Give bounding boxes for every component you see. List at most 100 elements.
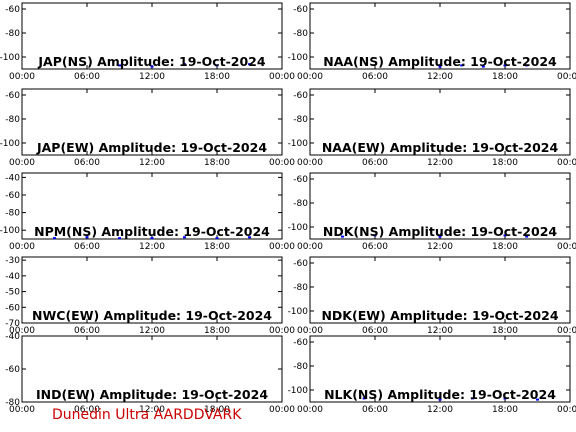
y-tick-label: -100 [0,139,20,149]
y-tick-label: -100 [288,307,309,317]
x-tick-label: 12:00 [427,158,453,168]
x-tick-label: 18:00 [492,326,518,336]
panel-title: NDK(NS) Amplitude: 19-Oct-2024 [323,224,558,239]
data-point [118,237,121,240]
data-point [183,63,186,66]
panel-title: IND(EW) Amplitude: 19-Oct-2024 [36,387,268,402]
data-point [150,237,154,240]
x-tick-label: 18:00 [492,405,518,415]
y-tick-label: -80 [293,362,308,372]
data-point [150,65,154,68]
x-tick-label: 18:00 [204,72,230,82]
y-tick-label: -40 [5,173,20,183]
y-tick-label: -80 [5,398,20,408]
chart-panel-3: -60 -80 -100 00:00 06:00 12:00 18:00 00:00JAP(E… [0,88,295,168]
x-tick-label: 06:00 [74,405,100,415]
x-tick-label: 18:00 [492,72,518,82]
y-tick-label: -60 [293,91,308,101]
x-tick-label: 00:00 [557,242,576,252]
data-point [438,398,442,401]
x-tick-label: 12:00 [139,326,165,336]
x-tick-label: 06:00 [362,405,388,415]
data-point [341,235,344,238]
data-point [248,63,251,66]
x-tick-label: 00:00 [297,72,323,82]
x-tick-label: 18:00 [492,242,518,252]
y-tick-label: -40 [5,272,20,282]
data-point [215,237,219,240]
x-tick-label: 06:00 [362,158,388,168]
x-tick-label: 06:00 [74,242,100,252]
data-point [85,236,89,239]
x-tick-label: 00:00 [9,326,35,336]
x-tick-label: 12:00 [139,158,165,168]
data-point [248,236,251,239]
x-tick-label: 12:00 [139,405,165,415]
x-tick-label: 00:00 [269,242,295,252]
data-point [373,234,377,237]
data-point [471,397,474,400]
panel-title: JAP(EW) Amplitude: 19-Oct-2024 [36,140,267,155]
panel-title: NWC(EW) Amplitude: 19-Oct-2024 [32,308,272,323]
x-tick-label: 00:00 [9,72,35,82]
data-point [536,398,539,401]
x-tick-label: 00:00 [269,72,295,82]
y-tick-label: -100 [0,53,20,63]
x-tick-label: 06:00 [362,242,388,252]
data-point [503,397,507,400]
y-tick-label: -60 [293,5,308,15]
data-point [481,65,485,68]
y-tick-label: -100 [288,53,309,63]
x-tick-label: 18:00 [492,158,518,168]
data-point [503,64,507,67]
x-tick-label: 18:00 [204,405,230,415]
data-point [118,64,121,67]
y-tick-label: -80 [293,29,308,39]
y-tick-label: -30 [5,256,20,266]
x-tick-label: 00:00 [297,158,323,168]
y-tick-label: -60 [5,303,20,313]
data-point [525,235,529,238]
x-tick-label: 00:00 [269,158,295,168]
data-point [503,234,507,237]
panel-title: NAA(NS) Amplitude: 19-Oct-2024 [323,54,557,69]
x-tick-label: 00:00 [297,405,323,415]
x-tick-label: 06:00 [362,326,388,336]
y-tick-label: -50 [5,288,20,298]
panel-title: NPM(NS) Amplitude: 19-Oct-2024 [34,224,270,239]
x-tick-label: 06:00 [362,72,388,82]
x-tick-label: 06:00 [74,158,100,168]
x-tick-label: 00:00 [269,326,295,336]
x-tick-label: 00:00 [557,72,576,82]
panel-title: NLK(NS) Amplitude: 19-Oct-2024 [324,387,556,402]
x-tick-label: 00:00 [557,326,576,336]
x-tick-label: 06:00 [74,326,100,336]
data-point [438,65,442,68]
y-tick-label: -100 [0,226,20,236]
y-tick-label: -60 [5,91,20,101]
data-point [362,397,366,400]
y-tick-label: -80 [293,283,308,293]
y-tick-label: -80 [5,29,20,39]
chart-panel-5: -40 -60 -80 -100 00:00 06:00 12:00 18:00 00:00 NP… [0,172,295,252]
x-tick-label: 18:00 [204,158,230,168]
y-tick-label: -100 [288,139,309,149]
footer-label: Dunedin Ultra AARDDVARK [52,407,242,423]
y-tick-label: -80 [293,199,308,209]
y-tick-label: -60 [5,365,20,375]
x-tick-label: 00:00 [557,158,576,168]
y-tick-label: -80 [5,115,20,125]
x-tick-label: 12:00 [427,405,453,415]
panel-title: NAA(EW) Amplitude: 19-Oct-2024 [322,140,559,155]
y-tick-label: -70 [5,319,20,329]
panel-title: JAP(NS) Amplitude: 19-Oct-2024 [37,54,265,69]
data-point [183,236,186,239]
y-tick-label: -60 [293,259,308,269]
panel-title: NDK(EW) Amplitude: 19-Oct-2024 [321,308,558,323]
x-tick-label: 00:00 [269,405,295,415]
y-tick-label: -40 [5,332,20,342]
x-tick-label: 12:00 [427,242,453,252]
data-point [53,237,56,240]
